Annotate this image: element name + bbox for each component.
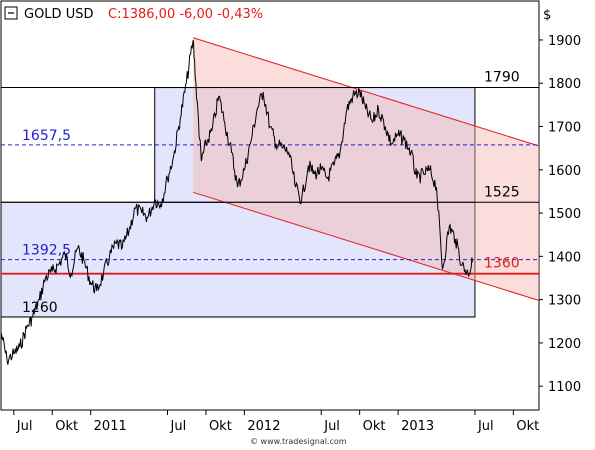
footer-credit: © www.tradesignal.com [250, 437, 347, 446]
channel-fill [193, 37, 539, 301]
time-tick-label-6: Jul [323, 419, 340, 434]
price-series [0, 39, 473, 365]
level-label-1525: 1525 [484, 184, 520, 200]
time-tick-label-0: Jul [16, 419, 33, 434]
level-label-1657-5: 1657,5 [22, 128, 71, 144]
level-label-1392-5: 1392,5 [22, 243, 71, 259]
currency-label: $ [543, 8, 551, 23]
price-tick-label-1300: 1300 [548, 294, 581, 309]
price-tick-label-1600: 1600 [548, 164, 581, 179]
level-label-1260: 1260 [22, 300, 58, 316]
time-tick-label-8: 2013 [401, 419, 434, 434]
level-label-1790: 1790 [484, 70, 520, 86]
price-tick-label-1700: 1700 [548, 121, 581, 136]
price-axis: 1100 1200 1300 1400 1500 1600 1700 1800 1900 [539, 34, 581, 395]
price-line-1 [0, 39, 473, 365]
channel-lower-line [192, 191, 540, 301]
time-tick-label-5: 2012 [247, 419, 280, 434]
price-tick-label-1400: 1400 [548, 250, 581, 265]
instrument-name: GOLD USD [24, 7, 93, 22]
quote-readout: C:1386,00 -6,00 -0,43% [108, 7, 263, 22]
level-lines: 1790 1657,5 1525 1392,5 1360 1260 [1, 70, 539, 318]
level-label-1360: 1360 [484, 256, 520, 272]
price-tick-label-1800: 1800 [548, 77, 581, 92]
time-tick-label-3: Jul [170, 419, 187, 434]
time-tick-label-1: Okt [55, 419, 78, 434]
price-tick-label-1500: 1500 [548, 207, 581, 222]
time-axis: Jul Okt 2011 Jul Okt 2012 Jul Okt 2013 Jul Okt [13, 410, 539, 434]
time-tick-label-10: Okt [516, 419, 539, 434]
price-tick-label-1900: 1900 [548, 34, 581, 49]
time-tick-label-4: Okt [209, 419, 232, 434]
time-tick-label-7: Okt [363, 419, 386, 434]
price-tick-label-1200: 1200 [548, 337, 581, 352]
channel-upper-line [192, 37, 540, 147]
time-tick-label-2: 2011 [94, 419, 127, 434]
time-tick-label-9: Jul [477, 419, 494, 434]
price-tick-label-1100: 1100 [548, 380, 581, 395]
trend-channel [192, 37, 540, 301]
